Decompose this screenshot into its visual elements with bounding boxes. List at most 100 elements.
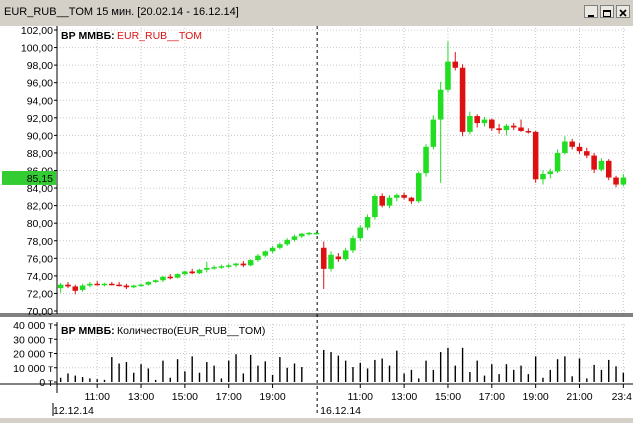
candle-body (459, 67, 466, 132)
candle-body (576, 146, 583, 152)
candle-body (445, 61, 451, 90)
close-icon (619, 9, 627, 17)
time-tick-label: 17:00 (479, 391, 505, 403)
candle-body (510, 125, 517, 128)
candle-body (182, 271, 188, 275)
candle-body (306, 232, 312, 235)
price-tick-label: 70,00 (27, 306, 53, 318)
candle-body (247, 260, 254, 266)
candle-body (357, 227, 364, 239)
candle-body (174, 274, 181, 278)
time-tick-label: 11:00 (84, 391, 110, 403)
candle-body (152, 280, 159, 283)
candle-body (87, 283, 93, 286)
candle-body (123, 285, 130, 288)
candle-body (364, 217, 371, 228)
time-tick-label: 13:00 (391, 391, 417, 403)
candle-body (94, 283, 100, 286)
candle-body (320, 247, 327, 269)
minimize-icon (588, 15, 594, 17)
price-tick-label: 82,00 (27, 201, 53, 213)
price-tick-label: 78,00 (27, 236, 53, 248)
time-tick-label: 13:00 (128, 391, 154, 403)
candle-body (57, 284, 64, 289)
current-price-label: 85,15 (27, 173, 53, 185)
candle-body (299, 233, 305, 237)
candle-body (401, 195, 407, 198)
window-title: EUR_RUB__TOM 15 мин. [20.02.14 - 16.12.1… (4, 6, 239, 18)
window-titlebar: EUR_RUB__TOM 15 мин. [20.02.14 - 16.12.1… (0, 0, 633, 27)
maximize-icon (603, 10, 611, 17)
candle-body (291, 236, 298, 240)
price-tick-label: 88,00 (27, 148, 53, 160)
time-tick-label: 23:4 (612, 391, 633, 403)
candle-body (394, 195, 400, 198)
price-tick-label: 94,00 (27, 95, 53, 107)
candle-body (503, 125, 510, 131)
volume-tick-label: 40 000 т (13, 320, 53, 332)
current-price-badge (2, 170, 56, 185)
candle-body (218, 266, 225, 268)
time-tick-label: 17:00 (216, 391, 242, 403)
maximize-button[interactable] (600, 5, 614, 18)
candle-body (167, 276, 174, 279)
candle-body (569, 141, 575, 147)
price-tick-label: 102,00 (21, 26, 53, 37)
candle-body (130, 285, 137, 288)
candle-body (437, 89, 444, 120)
candle-body (489, 119, 495, 129)
minimize-button[interactable] (584, 5, 598, 18)
candle-body (562, 141, 568, 153)
candle-body (240, 263, 247, 266)
time-tick-label: 19:00 (259, 391, 285, 403)
candle-body (452, 61, 459, 68)
candle-body (284, 239, 290, 245)
candle-body (233, 263, 239, 266)
candle-body (342, 250, 349, 260)
date-label: 16.12.14 (320, 405, 361, 417)
candle-body (474, 116, 480, 124)
price-tick-label: 100,00 (21, 43, 53, 55)
candle-body (518, 127, 524, 131)
candle-body (584, 151, 590, 156)
candle-body (65, 284, 71, 287)
candlestick-chart: 70,00 72,00 74,00 76,00 78,00 80,00 82,00 84,00… (0, 25, 633, 417)
candle-body (277, 244, 283, 248)
candle-body (547, 171, 554, 175)
candle-body (430, 119, 437, 147)
candle-body (225, 265, 232, 267)
close-button[interactable] (616, 5, 630, 18)
price-tick-label: 80,00 (27, 218, 53, 230)
candle-body (211, 267, 217, 269)
time-tick-label: 15:00 (435, 391, 461, 403)
candle-body (423, 146, 429, 174)
chart-area[interactable]: 70,00 72,00 74,00 76,00 78,00 80,00 82,00 84,00… (0, 25, 633, 418)
candle-body (372, 195, 378, 218)
candle-body (598, 160, 605, 170)
candle-body (72, 286, 79, 291)
price-tick-label: 98,00 (27, 60, 53, 72)
candle-body (255, 255, 261, 261)
candle-body (350, 238, 356, 251)
price-source-label: ВР ММВБ: (61, 30, 115, 42)
candle-body (379, 195, 385, 206)
time-tick-label: 19:00 (523, 391, 549, 403)
candle-body (481, 119, 488, 124)
candle-body (496, 128, 502, 131)
price-tick-label: 96,00 (27, 78, 53, 90)
candle-body (138, 284, 144, 287)
candle-body (196, 269, 203, 274)
candle-body (262, 251, 269, 256)
candle-body (467, 116, 473, 132)
price-tick-label: 92,00 (27, 113, 53, 125)
volume-tick-label: 0 т (39, 377, 53, 389)
candle-body (415, 173, 422, 202)
candle-body (116, 284, 122, 287)
price-tick-label: 74,00 (27, 271, 53, 283)
candle-body (386, 197, 393, 206)
time-tick-label: 15:00 (172, 391, 198, 403)
price-tick-label: 90,00 (27, 130, 53, 142)
candle-body (101, 283, 108, 286)
candle-body (532, 131, 539, 180)
candle-body (620, 177, 627, 185)
